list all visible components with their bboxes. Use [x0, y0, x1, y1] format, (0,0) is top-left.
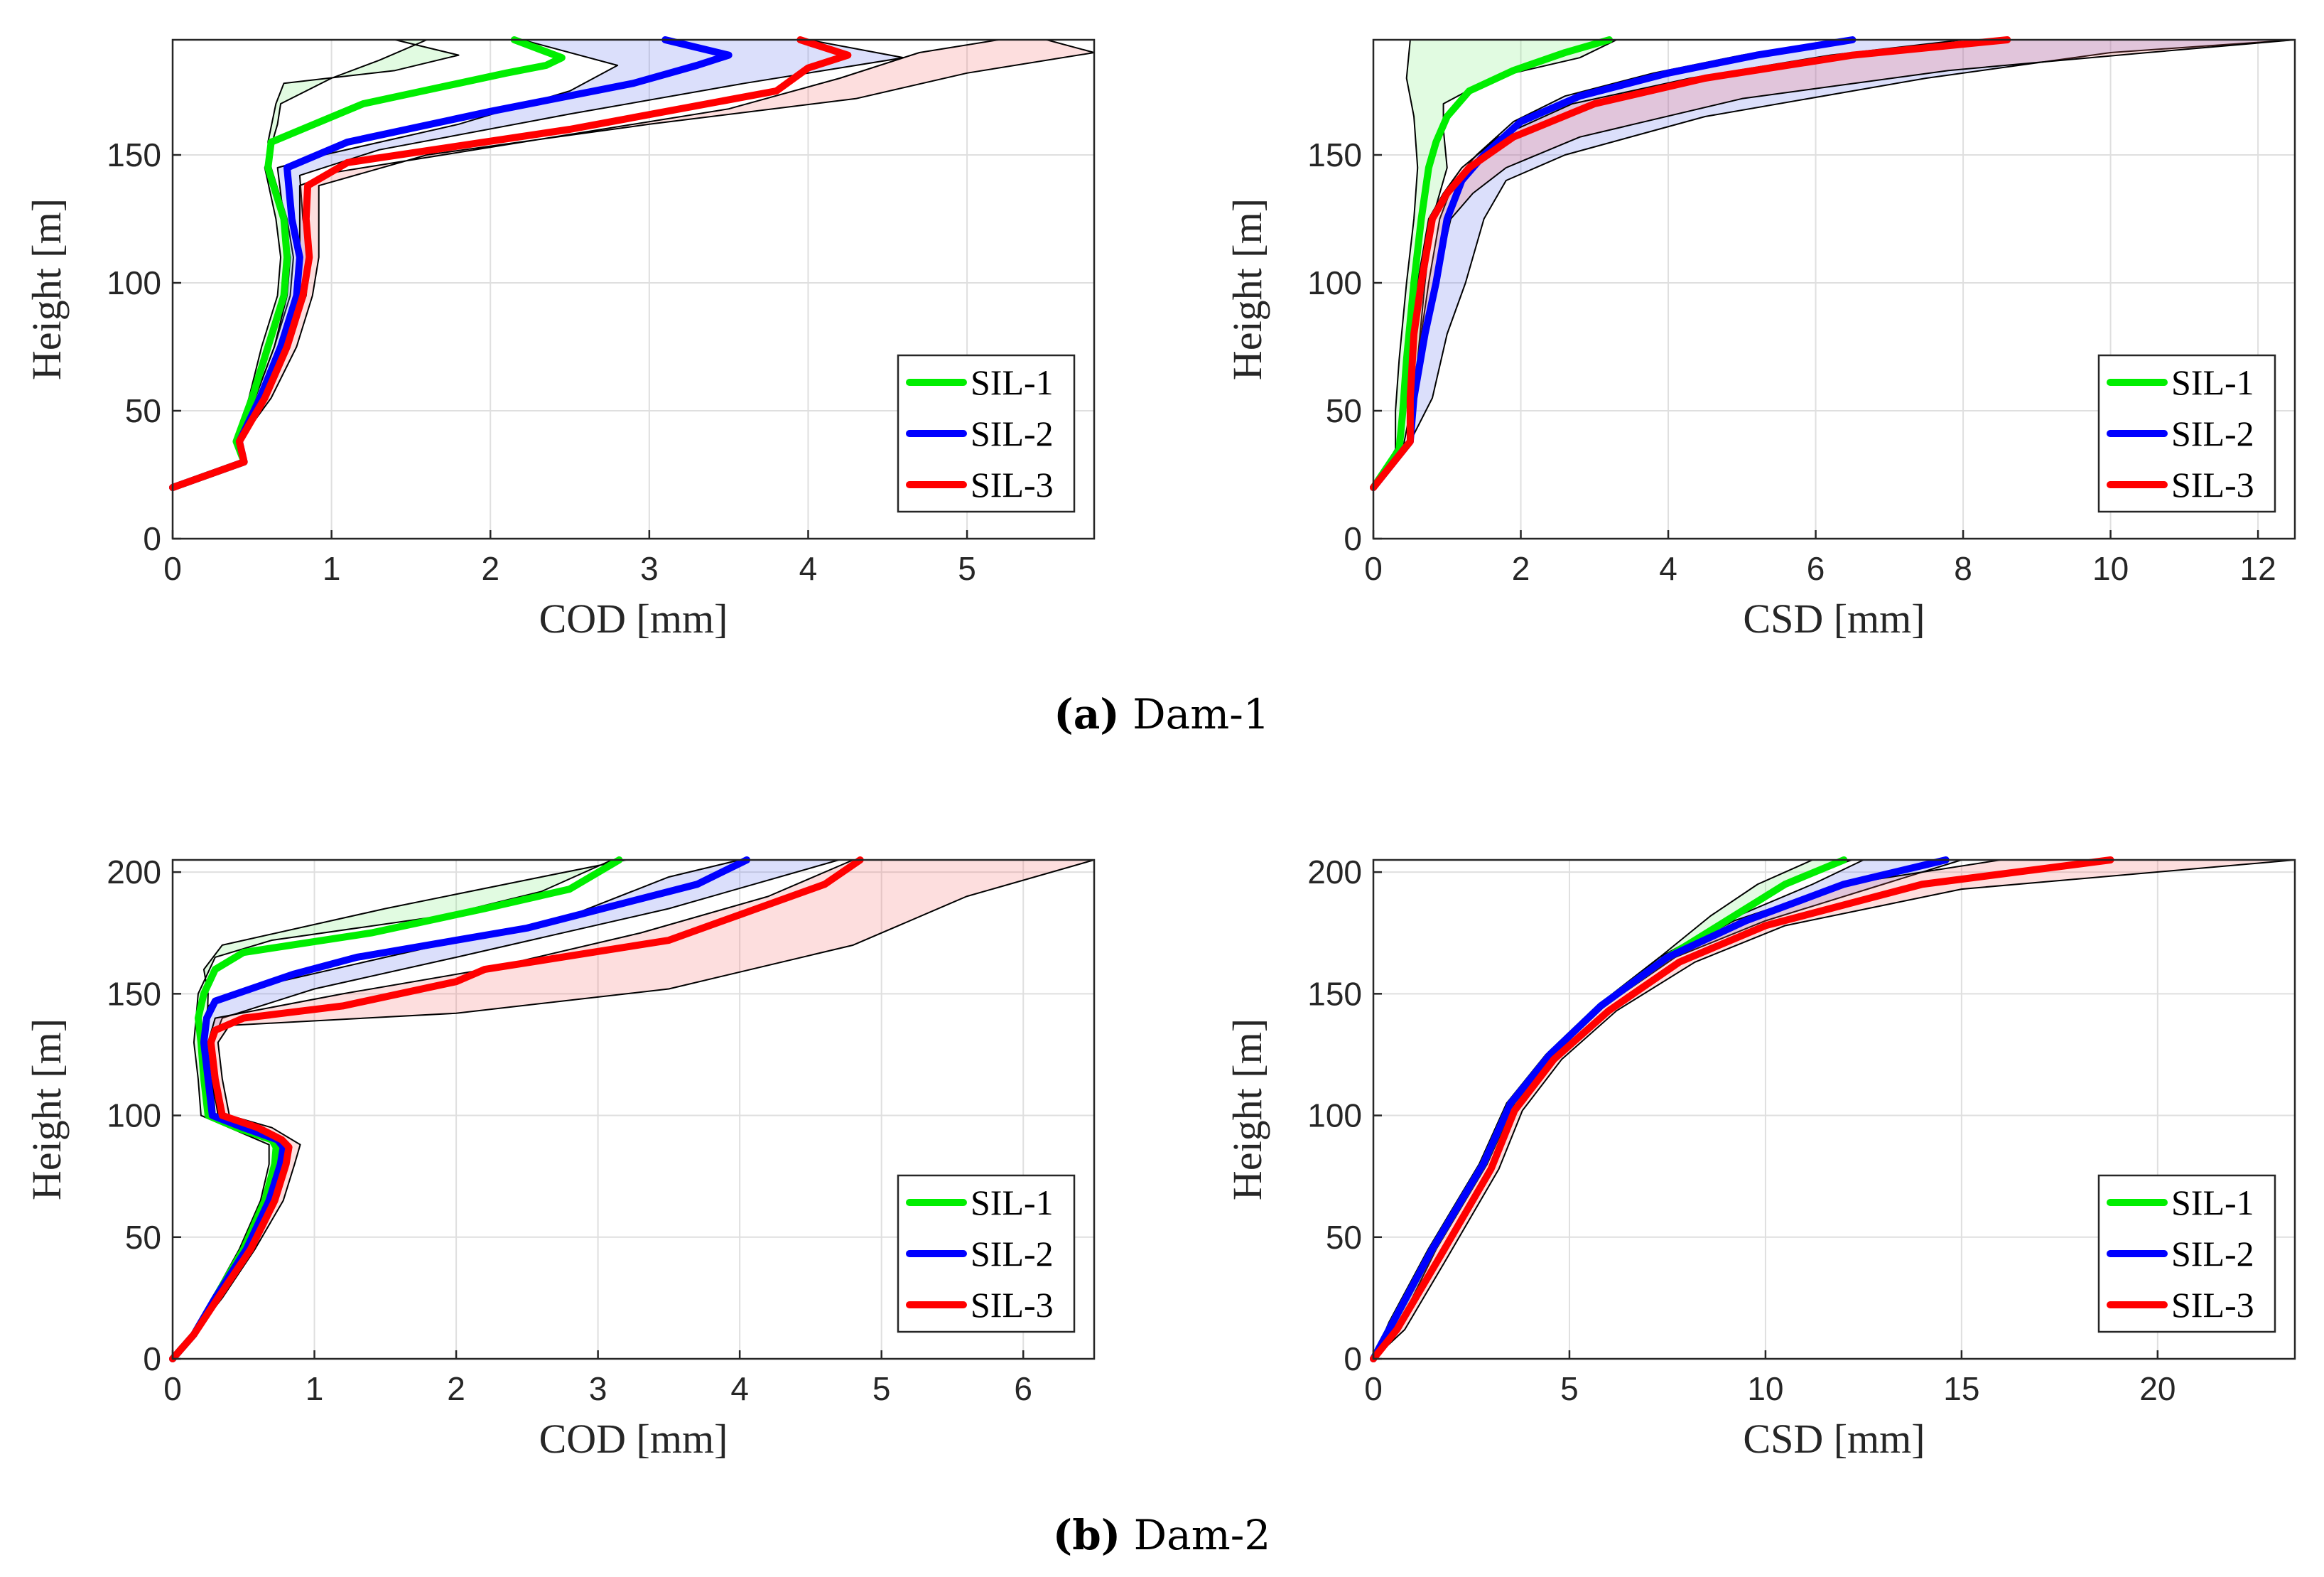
x-tick-label: 5 — [872, 1370, 891, 1407]
legend-label-sil-3: SIL-3 — [2171, 465, 2254, 505]
x-tick-label: 0 — [163, 1370, 182, 1407]
y-tick-label: 100 — [107, 1097, 161, 1134]
plot-frame — [1372, 859, 2296, 1360]
legend: SIL-1 SIL-2 SIL-3 — [897, 354, 1076, 513]
y-tick-label: 100 — [107, 264, 161, 301]
legend: SIL-1 SIL-2 SIL-3 — [2097, 1174, 2276, 1333]
legend: SIL-1 SIL-2 SIL-3 — [897, 1174, 1076, 1333]
series-line-sil-2 — [1370, 856, 1950, 1362]
caption-b: (b) Dam-2 — [1053, 1511, 1270, 1559]
legend-label-sil-1: SIL-1 — [2171, 362, 2254, 402]
series-line-sil-3 — [1370, 856, 2114, 1362]
caption-b-label: (b) — [1053, 1511, 1120, 1559]
y-tick-label: 150 — [1307, 136, 1362, 173]
y-tick-label: 0 — [1344, 520, 1362, 557]
y-tick-label: 50 — [125, 392, 161, 429]
legend-label-sil-3: SIL-3 — [971, 465, 1054, 505]
y-tick-label: 150 — [107, 975, 161, 1012]
legend-label-sil-2: SIL-2 — [2171, 414, 2254, 453]
x-tick-label: 3 — [589, 1370, 607, 1407]
y-tick-label: 0 — [1344, 1340, 1362, 1377]
x-tick-label: 4 — [1659, 550, 1677, 587]
x-axis-label: CSD [mm] — [1743, 1416, 1925, 1462]
plot-frame — [171, 859, 1096, 1360]
x-tick-label: 5 — [958, 550, 976, 587]
caption-b-text: Dam-2 — [1120, 1511, 1270, 1559]
x-tick-label: 1 — [306, 1370, 324, 1407]
caption-a-label: (a) — [1054, 690, 1119, 738]
x-axis-label: COD [mm] — [539, 1416, 728, 1462]
y-axis-label: Height [m] — [1224, 1018, 1270, 1200]
x-tick-label: 0 — [1364, 1370, 1383, 1407]
x-tick-label: 12 — [2240, 550, 2276, 587]
x-tick-label: 4 — [799, 550, 818, 587]
series-line-sil-3 — [169, 856, 864, 1362]
y-tick-label: 100 — [1307, 264, 1362, 301]
y-tick-label: 200 — [107, 854, 161, 890]
caption-a: (a) Dam-1 — [1054, 690, 1269, 738]
y-tick-label: 150 — [1307, 975, 1362, 1012]
x-tick-label: 1 — [323, 550, 341, 587]
series-line-sil-1 — [169, 36, 566, 491]
legend-label-sil-2: SIL-2 — [971, 1234, 1054, 1274]
legend-label-sil-1: SIL-1 — [2171, 1183, 2254, 1222]
legend-label-sil-2: SIL-2 — [2171, 1234, 2254, 1274]
series-line-sil-3 — [169, 36, 852, 491]
series-line-sil-1 — [1370, 36, 1614, 491]
legend-label-sil-1: SIL-1 — [971, 362, 1054, 402]
x-tick-label: 4 — [730, 1370, 749, 1407]
y-axis-label: Height [m] — [23, 1018, 70, 1200]
x-tick-label: 15 — [1943, 1370, 1979, 1407]
chart-dam1-csd: 0 2 4 6 8 10 12 0 50 100 150 CSD [mm] Height [m] SIL-… — [1224, 36, 2296, 642]
x-axis-label: CSD [mm] — [1743, 596, 1925, 642]
y-axis-label: Height [m] — [23, 198, 70, 380]
y-tick-label: 0 — [143, 1340, 161, 1377]
x-tick-label: 0 — [163, 550, 182, 587]
legend: SIL-1 SIL-2 SIL-3 — [2097, 354, 2276, 513]
x-tick-label: 0 — [1364, 550, 1383, 587]
x-tick-label: 8 — [1954, 550, 1972, 587]
y-tick-label: 50 — [1326, 392, 1362, 429]
caption-a-text: Dam-1 — [1120, 690, 1270, 738]
legend-label-sil-2: SIL-2 — [971, 414, 1054, 453]
series-line-sil-3 — [1370, 36, 2011, 491]
x-tick-label: 2 — [481, 550, 499, 587]
chart-dam2-cod: 0 1 2 3 4 5 6 0 50 100 150 200 COD [mm] Height [m] SIL… — [23, 854, 1096, 1462]
y-tick-label: 50 — [125, 1219, 161, 1256]
x-tick-label: 6 — [1014, 1370, 1032, 1407]
legend-label-sil-3: SIL-3 — [2171, 1285, 2254, 1325]
y-axis-label: Height [m] — [1224, 198, 1270, 380]
plot-frame — [171, 38, 1096, 540]
y-tick-label: 200 — [1307, 854, 1362, 890]
x-tick-label: 10 — [1747, 1370, 1783, 1407]
x-axis-label: COD [mm] — [539, 596, 728, 642]
y-tick-label: 0 — [143, 520, 161, 557]
y-tick-label: 150 — [107, 136, 161, 173]
x-tick-label: 6 — [1807, 550, 1825, 587]
plot-frame — [1372, 38, 2296, 540]
legend-label-sil-3: SIL-3 — [971, 1285, 1054, 1325]
x-tick-label: 5 — [1560, 1370, 1579, 1407]
y-tick-label: 50 — [1326, 1219, 1362, 1256]
x-tick-label: 10 — [2092, 550, 2129, 587]
x-tick-label: 20 — [2139, 1370, 2176, 1407]
series-line-sil-2 — [169, 856, 751, 1362]
x-tick-label: 3 — [640, 550, 659, 587]
legend-label-sil-1: SIL-1 — [971, 1183, 1054, 1222]
y-tick-label: 100 — [1307, 1097, 1362, 1134]
x-tick-label: 2 — [1512, 550, 1530, 587]
x-tick-label: 2 — [447, 1370, 465, 1407]
